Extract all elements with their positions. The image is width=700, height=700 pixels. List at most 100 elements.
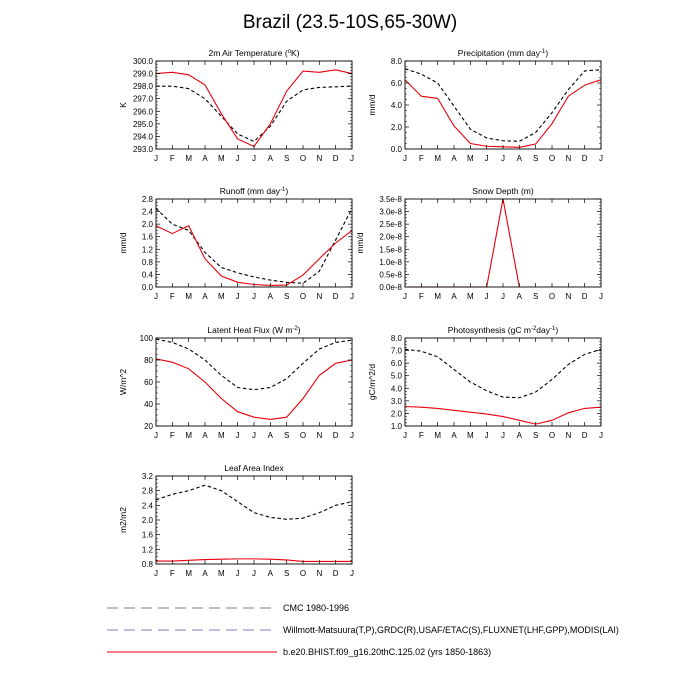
x-tick-label: J: [350, 569, 354, 578]
panel-title-text: ): [298, 325, 301, 335]
panel-title-text: Leaf Area Index: [224, 463, 284, 473]
x-tick-label: M: [467, 154, 474, 163]
x-tick-label: J: [485, 431, 489, 440]
panel-title: Latent Heat Flux (W m-2): [207, 325, 300, 335]
panel-title-text: K): [291, 48, 300, 58]
legend-label-model: b.e20.BHIST.f09_g16.20thC.125.02 (yrs 18…: [283, 647, 491, 657]
y-tick-label: 296.0: [133, 107, 154, 116]
x-tick-label: M: [467, 431, 474, 440]
panel-title-text: Precipitation (mm day: [458, 48, 541, 58]
y-axis-label: K: [118, 102, 128, 108]
x-tick-label: J: [350, 154, 354, 163]
x-tick-label: O: [300, 154, 306, 163]
plot-frame: [155, 475, 353, 565]
series-line-obs: [155, 338, 353, 391]
x-tick-label: F: [419, 292, 424, 301]
x-tick-label: J: [485, 154, 489, 163]
x-tick-label: J: [599, 292, 603, 301]
x-tick-label: F: [170, 154, 175, 163]
x-tick-label: A: [268, 569, 274, 578]
x-tick-label: A: [451, 431, 457, 440]
y-tick-label: 1.6: [142, 531, 154, 540]
y-tick-label: 295.0: [133, 120, 154, 129]
x-tick-label: S: [284, 292, 289, 301]
series-line-obs: [155, 208, 353, 284]
x-tick-label: J: [599, 431, 603, 440]
panel-2: Precipitation (mm day-1)J F M A M J J A S O N D J0.0…: [367, 48, 603, 163]
x-tick-label: M: [218, 292, 225, 301]
y-tick-label: 0.5e-8: [379, 270, 402, 279]
panel-title-text: Snow Depth (m): [472, 186, 534, 196]
y-tick-label: 80: [144, 356, 153, 365]
x-tick-label: J: [236, 431, 240, 440]
y-axis-label: m2/m2: [118, 507, 128, 533]
x-tick-label: J: [236, 292, 240, 301]
x-tick-label: O: [300, 431, 306, 440]
y-axis-label: gC/m^2/d: [367, 364, 377, 400]
x-tick-label: J: [236, 569, 240, 578]
y-tick-label: 40: [144, 400, 153, 409]
y-tick-label: 294.0: [133, 132, 154, 141]
y-tick-label: 298.0: [133, 82, 154, 91]
panel-title-superscript: -1: [280, 187, 286, 193]
y-tick-label: 0.0e-8: [379, 283, 402, 292]
x-tick-label: D: [333, 569, 339, 578]
x-tick-label: A: [517, 154, 523, 163]
x-tick-label: S: [533, 292, 538, 301]
series-line-model: [405, 198, 520, 288]
x-tick-label: N: [565, 292, 571, 301]
x-tick-label: J: [350, 431, 354, 440]
panel-title-superscript: -1: [550, 326, 556, 332]
x-tick-label: A: [451, 292, 457, 301]
x-tick-label: M: [434, 431, 441, 440]
x-tick-label: N: [316, 569, 322, 578]
x-tick-label: J: [252, 292, 256, 301]
y-tick-label: 2.0: [142, 220, 154, 229]
x-tick-label: N: [565, 431, 571, 440]
panel-1: 2m Air Temperature (oK)J F M A M J J A S O N D J293.…: [118, 48, 354, 163]
x-tick-label: M: [467, 292, 474, 301]
panel-title-text: Latent Heat Flux (W m: [207, 325, 292, 335]
plot-frame: [404, 60, 602, 150]
x-tick-label: A: [268, 431, 274, 440]
panel-title: Snow Depth (m): [472, 186, 534, 196]
y-tick-label: 2.0: [142, 516, 154, 525]
x-tick-label: M: [434, 292, 441, 301]
y-tick-label: 2.0e-8: [379, 233, 402, 242]
x-tick-label: J: [501, 431, 505, 440]
x-tick-label: M: [218, 154, 225, 163]
x-tick-label: M: [434, 154, 441, 163]
legend-label-cmc: CMC 1980-1996: [283, 603, 349, 613]
series-line-model: [404, 79, 602, 148]
y-tick-label: 1.2: [142, 545, 154, 554]
y-tick-label: 2.8: [142, 487, 154, 496]
panel-5: Latent Heat Flux (W m-2)J F M A M J J A S O N D J204…: [118, 325, 354, 440]
x-tick-label: J: [252, 431, 256, 440]
y-tick-label: 3.0e-8: [379, 208, 402, 217]
plot-frame: [155, 337, 353, 427]
panel-title-text: ): [545, 48, 548, 58]
y-tick-label: 8.0: [391, 57, 403, 66]
y-axis-label: mm/d: [367, 94, 377, 116]
x-tick-label: J: [403, 431, 407, 440]
y-tick-label: 0.8: [142, 560, 154, 569]
x-tick-label: M: [185, 431, 192, 440]
x-tick-label: S: [284, 431, 289, 440]
legend-label-obs: Willmott-Matsuura(T,P),GRDC(R),USAF/ETAC…: [283, 625, 619, 635]
y-tick-label: 100: [140, 334, 154, 343]
series-line-obs: [404, 68, 602, 142]
x-tick-label: M: [218, 569, 225, 578]
x-tick-label: J: [501, 154, 505, 163]
x-tick-label: S: [533, 154, 538, 163]
x-tick-label: D: [582, 154, 588, 163]
y-tick-label: 1.6: [142, 233, 154, 242]
x-tick-label: M: [185, 154, 192, 163]
x-tick-label: J: [252, 154, 256, 163]
x-tick-label: J: [501, 292, 505, 301]
panel-title: Leaf Area Index: [224, 463, 284, 473]
y-tick-label: 293.0: [133, 145, 154, 154]
x-tick-label: D: [582, 431, 588, 440]
panel-title-text: Runoff (mm day: [220, 186, 281, 196]
y-tick-label: 6.0: [391, 359, 403, 368]
